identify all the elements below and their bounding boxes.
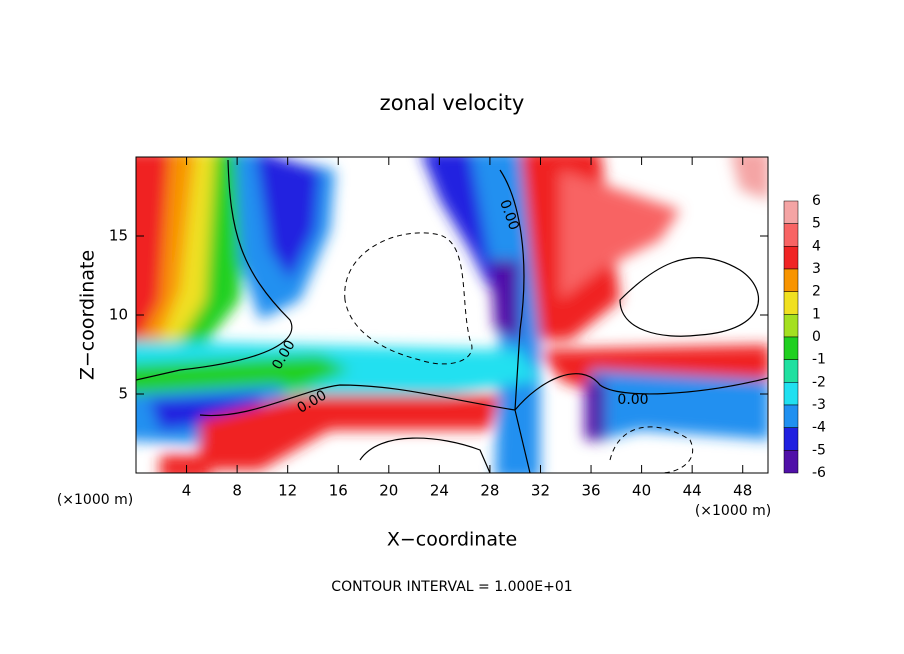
contour-line [609,426,694,473]
colorbar-swatch [783,314,799,338]
colorbar-label: 4 [812,238,821,254]
x-tick-label: 40 [632,482,651,500]
colorbar-label: -5 [812,442,826,458]
x-unit-label: (×1000 m) [695,503,771,519]
colorbar-label: 1 [812,306,821,322]
colorbar-swatch [783,200,799,224]
contour-line [136,159,293,381]
x-tick-label: 24 [430,482,449,500]
colorbar-label: 0 [812,329,821,345]
colorbar-swatch [783,268,799,292]
colorbar-swatch [783,336,799,360]
x-tick-label: 12 [278,482,297,500]
colorbar-swatch [783,404,799,428]
contour-line [359,437,491,473]
x-unit-label: (×1000 m) [57,492,133,508]
y-tick-label: 15 [109,227,128,245]
x-tick-label: 48 [733,482,752,500]
colorbar-swatch [783,382,799,406]
y-axis-label: Z−coordinate [77,250,99,380]
contour-line [199,373,768,417]
contour-line [344,232,473,365]
colorbar-label: -2 [812,374,826,390]
x-tick-label: 4 [182,482,192,500]
colorbar-label: -6 [812,465,826,481]
colorbar-swatch [783,359,799,383]
colorbar-label: 6 [812,193,821,209]
x-axis-label: X−coordinate [387,529,517,551]
colorbar-label: 5 [812,216,821,232]
colorbar-label: 2 [812,284,821,300]
colorbar-label: 3 [812,261,821,277]
colorbar-swatch [783,427,799,451]
x-tick-label: 44 [683,482,702,500]
field [136,157,768,473]
x-tick-label: 32 [531,482,550,500]
colorbar-swatch [783,246,799,270]
contour-line [499,169,531,473]
chart-title: zonal velocity [380,91,525,115]
contour-label: 0.00 [617,392,648,408]
filled-contours [136,157,768,473]
colorbar-label: -3 [812,397,826,413]
colorbar-label: -1 [812,352,826,368]
y-tick-label: 10 [109,306,128,324]
colorbar-swatch [783,223,799,247]
x-tick-label: 16 [329,482,348,500]
footnote: CONTOUR INTERVAL = 1.000E+01 [331,579,572,595]
x-tick-label: 8 [232,482,242,500]
colorbar-swatch [783,450,799,474]
colorbar-swatch [783,291,799,315]
x-tick-label: 36 [581,482,600,500]
x-tick-label: 28 [480,482,499,500]
y-tick-label: 5 [118,385,128,403]
contour-line [619,257,760,337]
colorbar-label: -4 [812,420,826,436]
x-tick-label: 20 [379,482,398,500]
